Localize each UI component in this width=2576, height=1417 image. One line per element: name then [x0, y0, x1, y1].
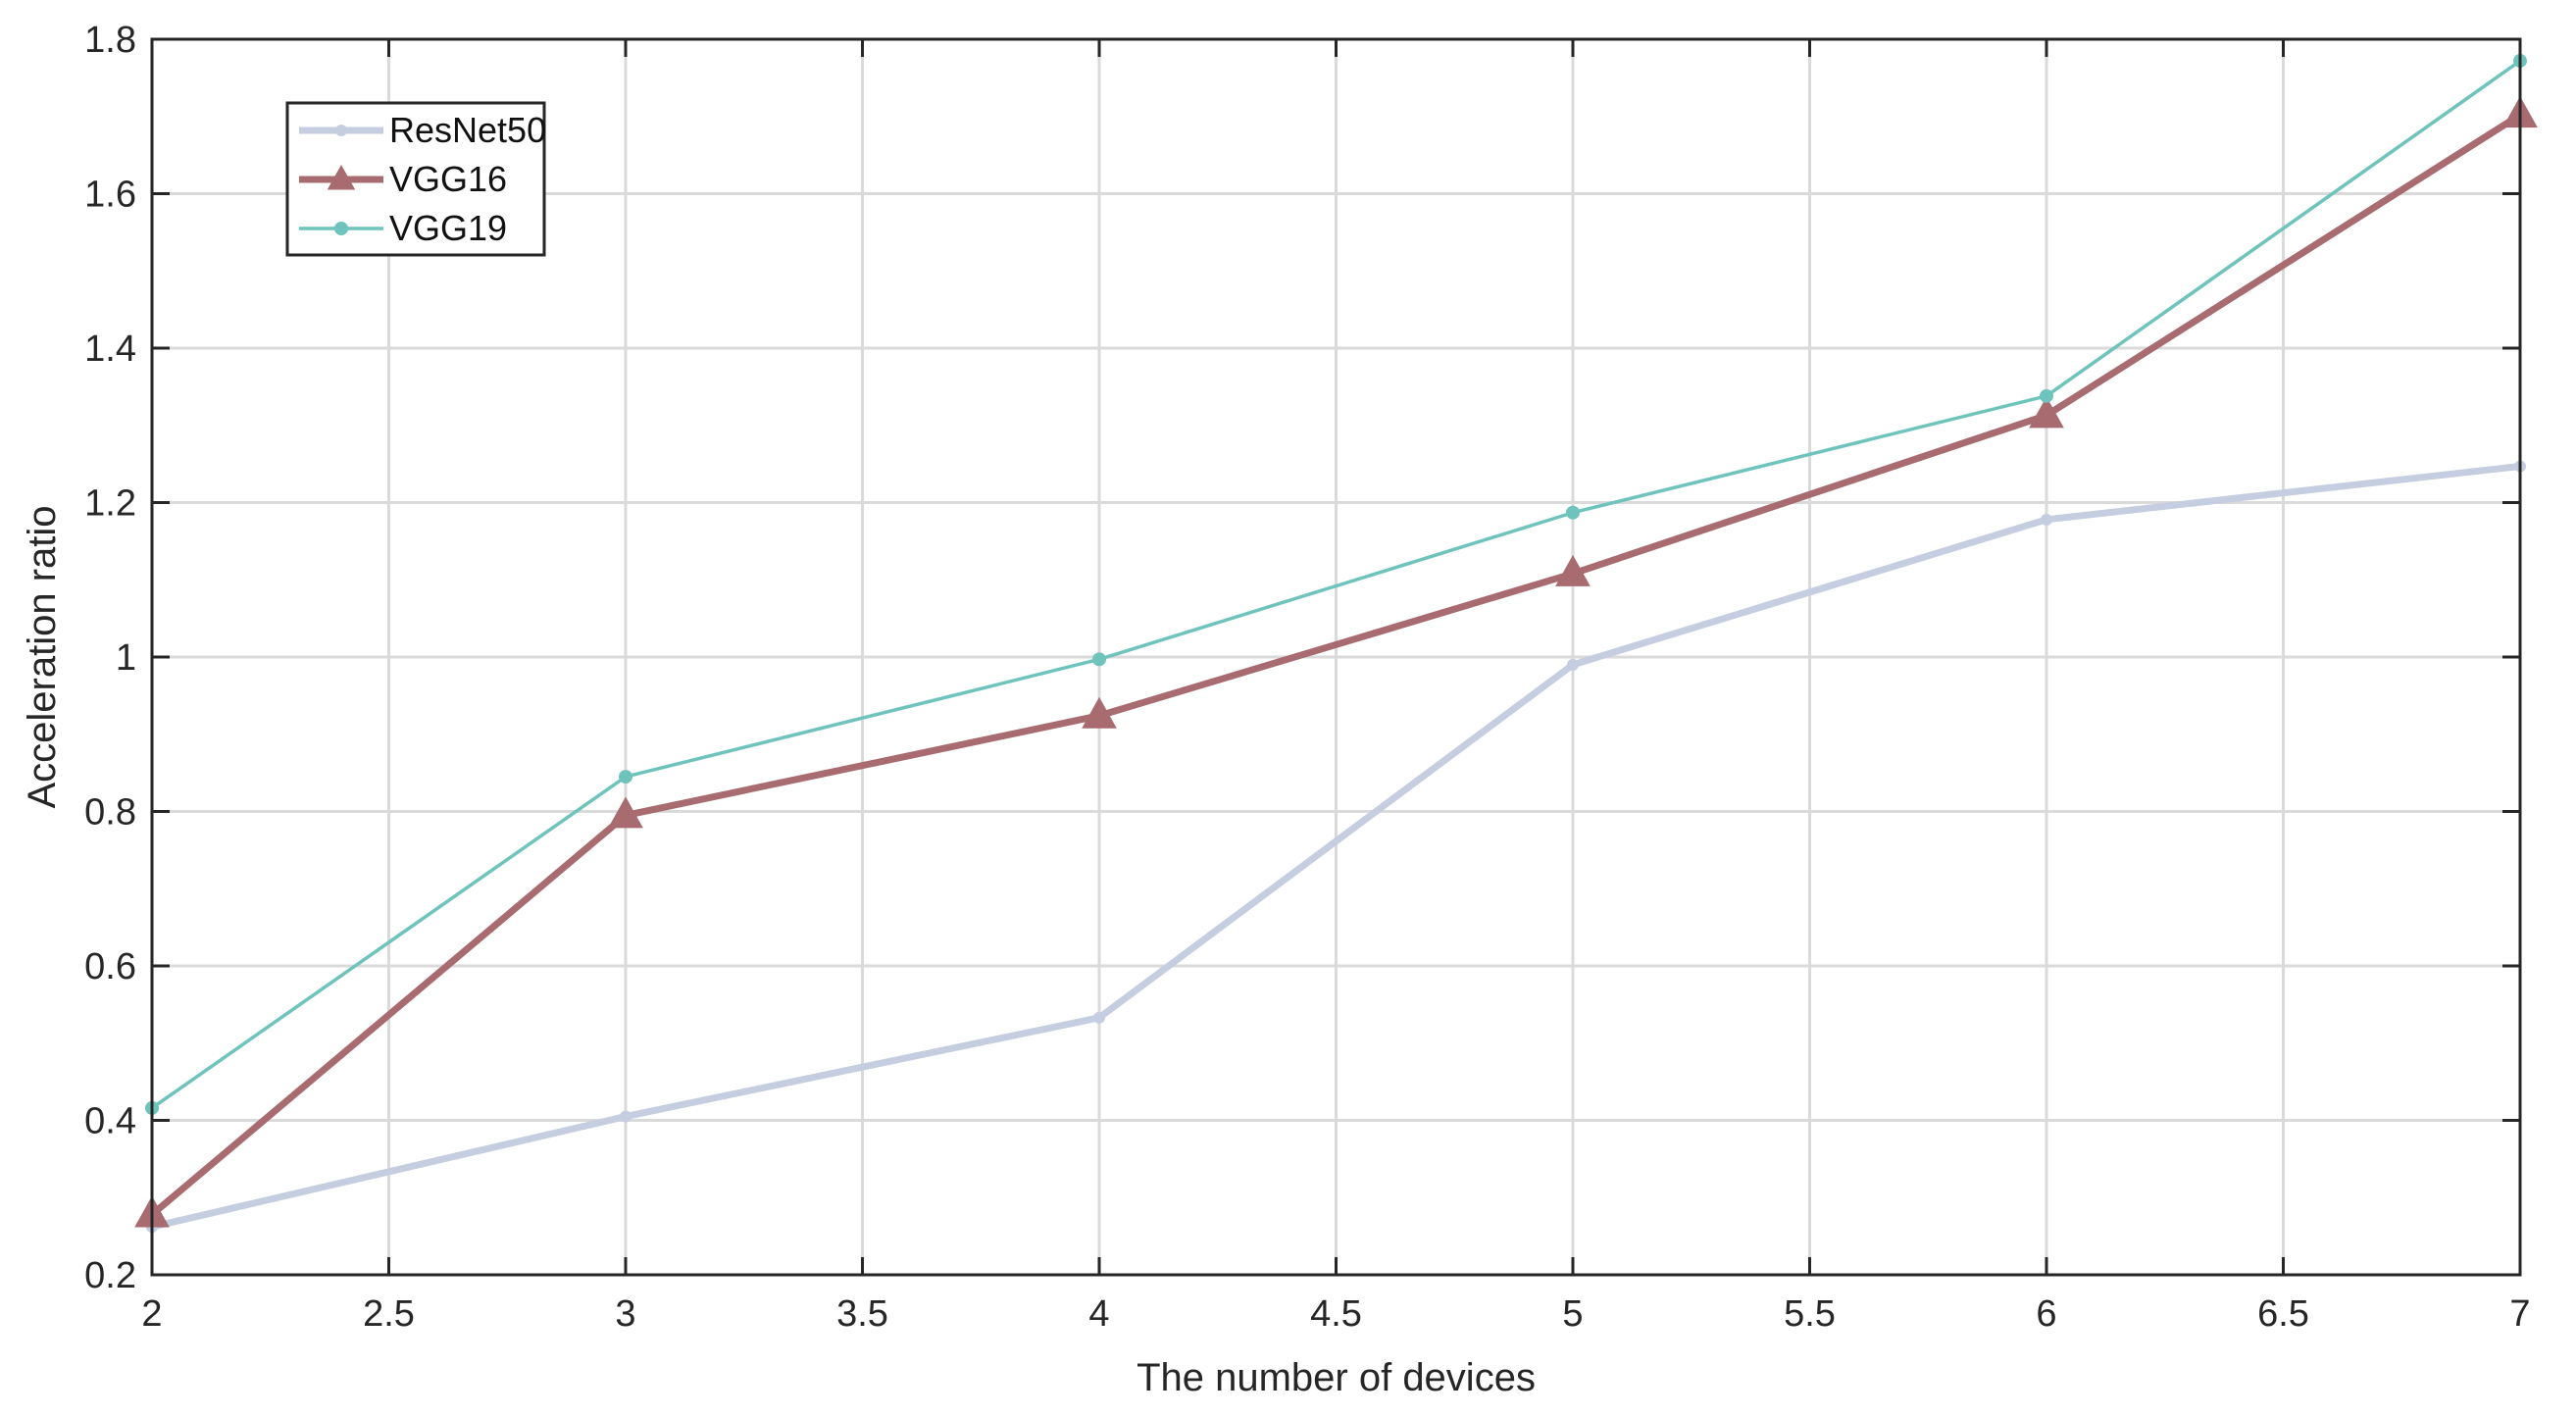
y-tick-label: 0.6 [84, 946, 136, 987]
x-tick-label: 3.5 [836, 1293, 888, 1335]
series-vgg19 [145, 54, 2527, 1115]
y-tick-label: 1 [116, 637, 136, 679]
legend-marker [334, 222, 348, 235]
legend-marker [335, 125, 347, 136]
axis-tick-labels: 2 2.5 3 3.5 4 4.5 5 5.5 6 6.5 7 0.2 0.4 0.6 0.8 1 1.2 1.4… [84, 20, 2530, 1335]
legend-label: ResNet50 [389, 110, 546, 150]
x-tick-label: 3 [615, 1293, 635, 1335]
series-group [134, 54, 2538, 1234]
x-tick-label: 5.5 [1784, 1293, 1836, 1335]
legend-item-resnet50: ResNet50 [299, 110, 546, 150]
legend-marker [327, 165, 356, 190]
legend-item-vgg19: VGG19 [299, 208, 507, 248]
series-line [151, 463, 2521, 1231]
axis-ticks [150, 37, 2522, 1277]
y-tick-label: 1.4 [84, 329, 136, 370]
data-point [619, 770, 632, 784]
y-axis-label: Acceleration ratio [21, 505, 64, 808]
y-tick-label: 1.2 [84, 483, 136, 525]
x-axis-label: The number of devices [1136, 1356, 1536, 1399]
data-point [1092, 652, 1106, 667]
legend: ResNet50 VGG16 VGG19 [285, 101, 546, 257]
x-tick-label: 7 [2509, 1293, 2530, 1335]
y-tick-label: 0.8 [84, 792, 136, 834]
data-point [608, 796, 643, 829]
x-tick-label: 4.5 [1310, 1293, 1362, 1335]
y-tick-label: 0.4 [84, 1101, 136, 1142]
y-tick-label: 0.2 [84, 1255, 136, 1296]
legend-item-vgg16: VGG16 [299, 159, 507, 199]
data-point [1082, 696, 1117, 729]
x-tick-label: 5 [1562, 1293, 1583, 1335]
data-point [1093, 1011, 1105, 1024]
x-tick-label: 6 [2036, 1293, 2056, 1335]
data-point [1567, 658, 1579, 671]
y-tick-label: 1.6 [84, 175, 136, 216]
series-line [149, 112, 2522, 1218]
data-point [620, 1110, 631, 1123]
data-point [2041, 513, 2052, 526]
legend-label: VGG16 [389, 159, 507, 199]
x-tick-label: 2 [141, 1293, 162, 1335]
y-tick-label: 1.8 [84, 20, 136, 61]
data-point [2029, 396, 2064, 429]
data-point [1555, 554, 1591, 586]
x-tick-label: 6.5 [2257, 1293, 2309, 1335]
data-point [2040, 388, 2053, 403]
legend-label: VGG19 [389, 208, 507, 248]
x-tick-label: 4 [1088, 1293, 1109, 1335]
data-point [1566, 505, 1580, 520]
series-line [150, 59, 2522, 1110]
x-tick-label: 2.5 [363, 1293, 415, 1335]
